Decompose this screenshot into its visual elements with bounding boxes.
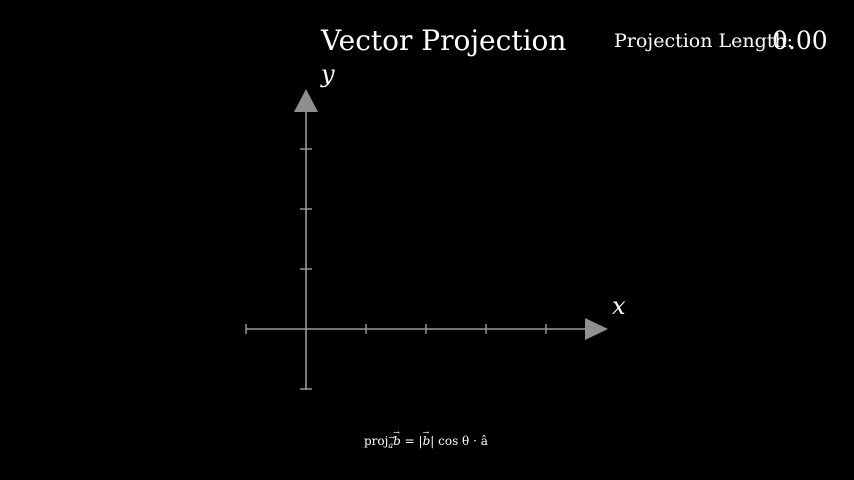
formula-equals: = | (400, 434, 423, 448)
y-axis-label: y (320, 60, 335, 88)
formula-vector-b-magnitude: b (423, 424, 431, 450)
x-axis-arrowhead (585, 318, 608, 340)
y-axis-arrowhead (294, 89, 318, 112)
projection-formula: projab = |b| cos θ · â (364, 424, 488, 455)
projection-length-value: 0.00 (772, 26, 828, 55)
projection-length-label: Projection Length: (614, 30, 794, 52)
axis-ticks (245, 148, 547, 390)
page-title: Vector Projection (321, 24, 567, 57)
formula-sub-a: a (388, 429, 394, 455)
formula-proj: proj (364, 434, 389, 448)
projection-readout: Projection Length: 0.00 (614, 26, 844, 56)
x-axis-label: x (612, 292, 626, 320)
formula-vector-b: b (393, 424, 401, 450)
formula-rest: | cos θ · â (430, 434, 488, 448)
